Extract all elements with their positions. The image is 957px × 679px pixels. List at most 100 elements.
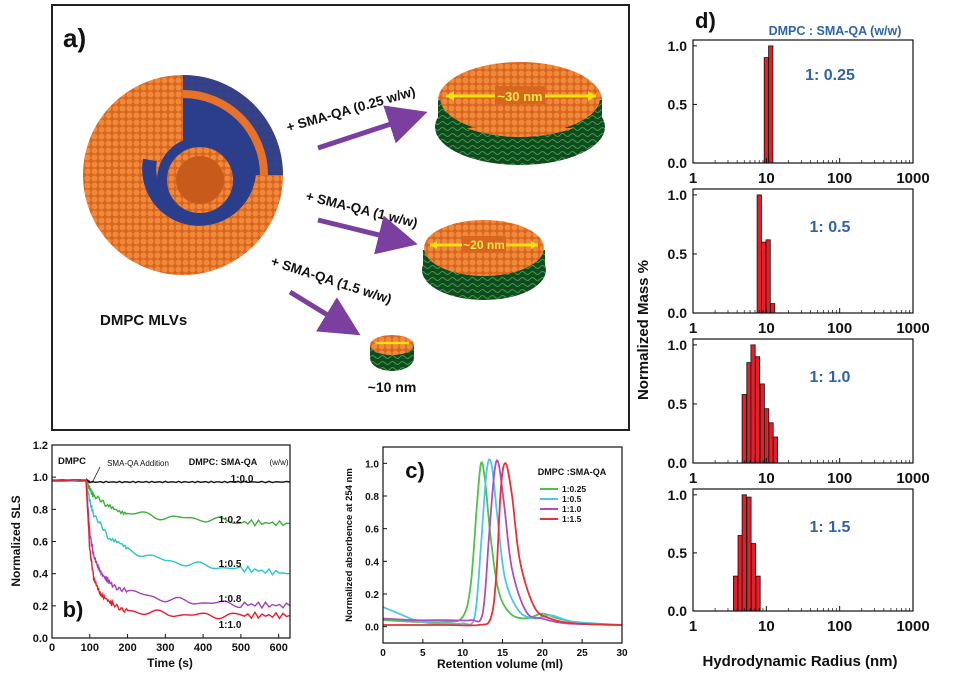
x-axis-label: Time (s) xyxy=(147,656,193,670)
y-axis-label: Normalized SLS xyxy=(9,495,23,586)
series-label: 1:0.2 xyxy=(219,515,242,526)
arrow-3 xyxy=(288,289,361,336)
x-tick-label: 1 xyxy=(689,618,697,635)
legend-entry: 1:1.5 xyxy=(562,514,582,524)
arrow-2 xyxy=(317,215,418,255)
nanodisc-small xyxy=(370,335,414,371)
x-tick-label: 0 xyxy=(380,648,386,659)
subplot-3: 0.0 0.5 1.0 1 10 100 1000 1: 1.0 xyxy=(668,337,930,487)
mlv-label: DMPC MLVs xyxy=(100,312,187,329)
arrow-1 xyxy=(317,105,428,151)
subplot-ratio-label: 1: 1.5 xyxy=(810,519,851,536)
panel-a: a) DMPC MLVs + SMA-QA (0.25 w/w) + SMA-Q… xyxy=(51,4,630,431)
x-tick-label: 25 xyxy=(577,648,589,659)
plot-frame xyxy=(51,444,291,639)
bar xyxy=(750,344,756,464)
y-tick-label: 1.0 xyxy=(33,472,48,484)
subplot-4: 0.0 0.5 1.0 1 10 100 1000 1: 1.5 xyxy=(668,487,930,635)
plot-frame xyxy=(692,188,914,314)
legend-entry: 1:1.0 xyxy=(562,504,582,514)
series-label: 1:0.8 xyxy=(219,594,242,605)
series-label: 1:0.0 xyxy=(231,474,254,485)
subplot-2: 0.0 0.5 1.0 1 10 100 1000 1: 0.5 xyxy=(668,187,930,337)
bar xyxy=(759,383,765,464)
subplot-ratio-label: 1: 0.25 xyxy=(805,67,855,84)
plot-frame xyxy=(692,488,914,612)
bar xyxy=(772,436,778,464)
x-tick-label: 1 xyxy=(689,470,697,487)
nanodisc-medium: ~20 nm xyxy=(422,220,546,300)
bar xyxy=(733,575,739,612)
y-tick-label: 1.0 xyxy=(668,487,688,503)
panel-d-label: d) xyxy=(695,8,716,33)
nanodisc-large: ~30 nm xyxy=(435,62,605,165)
y-tick-label: 0.5 xyxy=(668,246,688,262)
x-tick-label: 10 xyxy=(758,320,775,337)
y-tick-label: 0.0 xyxy=(668,155,688,171)
plot-frame xyxy=(382,446,623,644)
y-tick-label: 1.2 xyxy=(33,440,48,452)
y-axis-label: Normalized absorbence at 254 nm xyxy=(344,468,355,622)
bar xyxy=(746,362,752,464)
mlv-vesicle-graphic xyxy=(83,75,283,275)
disc-size-20: ~20 nm xyxy=(463,238,505,252)
bar xyxy=(756,194,762,314)
panel-c-label: c) xyxy=(405,458,425,483)
series-line-1:0.2 xyxy=(51,478,291,528)
x-tick-label: 20 xyxy=(537,648,549,659)
bar xyxy=(741,494,747,612)
x-tick-label: 10 xyxy=(758,170,775,187)
subplot-1: 0.0 0.5 1.0 1 10 100 1000 1: 0.25 xyxy=(668,38,930,187)
bar xyxy=(737,535,743,612)
x-tick-label: 10 xyxy=(758,470,775,487)
series-line-1:1.0 xyxy=(382,459,623,626)
x-tick-label: 10 xyxy=(457,648,469,659)
y-tick-label: 0.2 xyxy=(33,601,48,613)
plot-frame xyxy=(692,39,914,164)
y-tick-label: 0.2 xyxy=(365,590,379,601)
x-tick-label: 100 xyxy=(827,320,852,337)
subplot-ratio-label: 1: 0.5 xyxy=(810,219,851,236)
x-tick-label: 0 xyxy=(49,642,55,654)
y-tick-label: 0.6 xyxy=(33,537,48,549)
y-tick-label: 1.0 xyxy=(365,459,379,470)
series-line-1:1.0 xyxy=(51,478,291,620)
series-label: 1:0.5 xyxy=(219,559,242,570)
x-tick-label: 400 xyxy=(194,642,212,654)
plot-frame xyxy=(692,338,914,464)
y-tick-label: 0.6 xyxy=(365,525,379,536)
series-line-1:0.5 xyxy=(51,479,291,576)
y-tick-label: 1.0 xyxy=(668,337,688,353)
bar xyxy=(768,422,774,464)
x-tick-label: 1000 xyxy=(896,320,929,337)
bar xyxy=(751,543,757,612)
bar xyxy=(770,303,776,314)
legend-unit: (w/w) xyxy=(269,458,288,467)
x-tick-label: 500 xyxy=(232,642,250,654)
y-tick-label: 1.0 xyxy=(668,38,688,54)
x-axis-label: Retention volume (ml) xyxy=(437,657,563,671)
bar xyxy=(763,57,769,164)
y-axis-label: Normalized Mass % xyxy=(635,260,652,400)
x-tick-label: 100 xyxy=(81,642,99,654)
subplot-ratio-label: 1: 1.0 xyxy=(810,369,851,386)
x-tick-label: 1000 xyxy=(896,470,929,487)
x-tick-label: 100 xyxy=(827,170,852,187)
x-tick-label: 100 xyxy=(827,470,852,487)
legend-title: DMPC: SMA-QA xyxy=(189,457,258,467)
bar xyxy=(761,241,767,314)
x-tick-label: 15 xyxy=(497,648,509,659)
bar xyxy=(746,496,752,612)
panel-b-label: b) xyxy=(63,597,84,622)
y-tick-label: 0.0 xyxy=(365,623,379,634)
disc-size-10: ~10 nm xyxy=(368,379,417,395)
annotation-pointer xyxy=(91,466,101,484)
annotation-addition: SMA-QA Addition xyxy=(107,459,169,468)
panel-c-chart: 0 5 10 15 20 25 30 0.0 0.2 0.4 0.6 0.8 1.0 Retention … xyxy=(344,446,628,671)
bar xyxy=(764,408,770,464)
y-tick-label: 0.0 xyxy=(33,633,48,645)
y-tick-label: 0.8 xyxy=(365,492,379,503)
panel-d-header: DMPC : SMA-QA (w/w) xyxy=(769,24,902,38)
